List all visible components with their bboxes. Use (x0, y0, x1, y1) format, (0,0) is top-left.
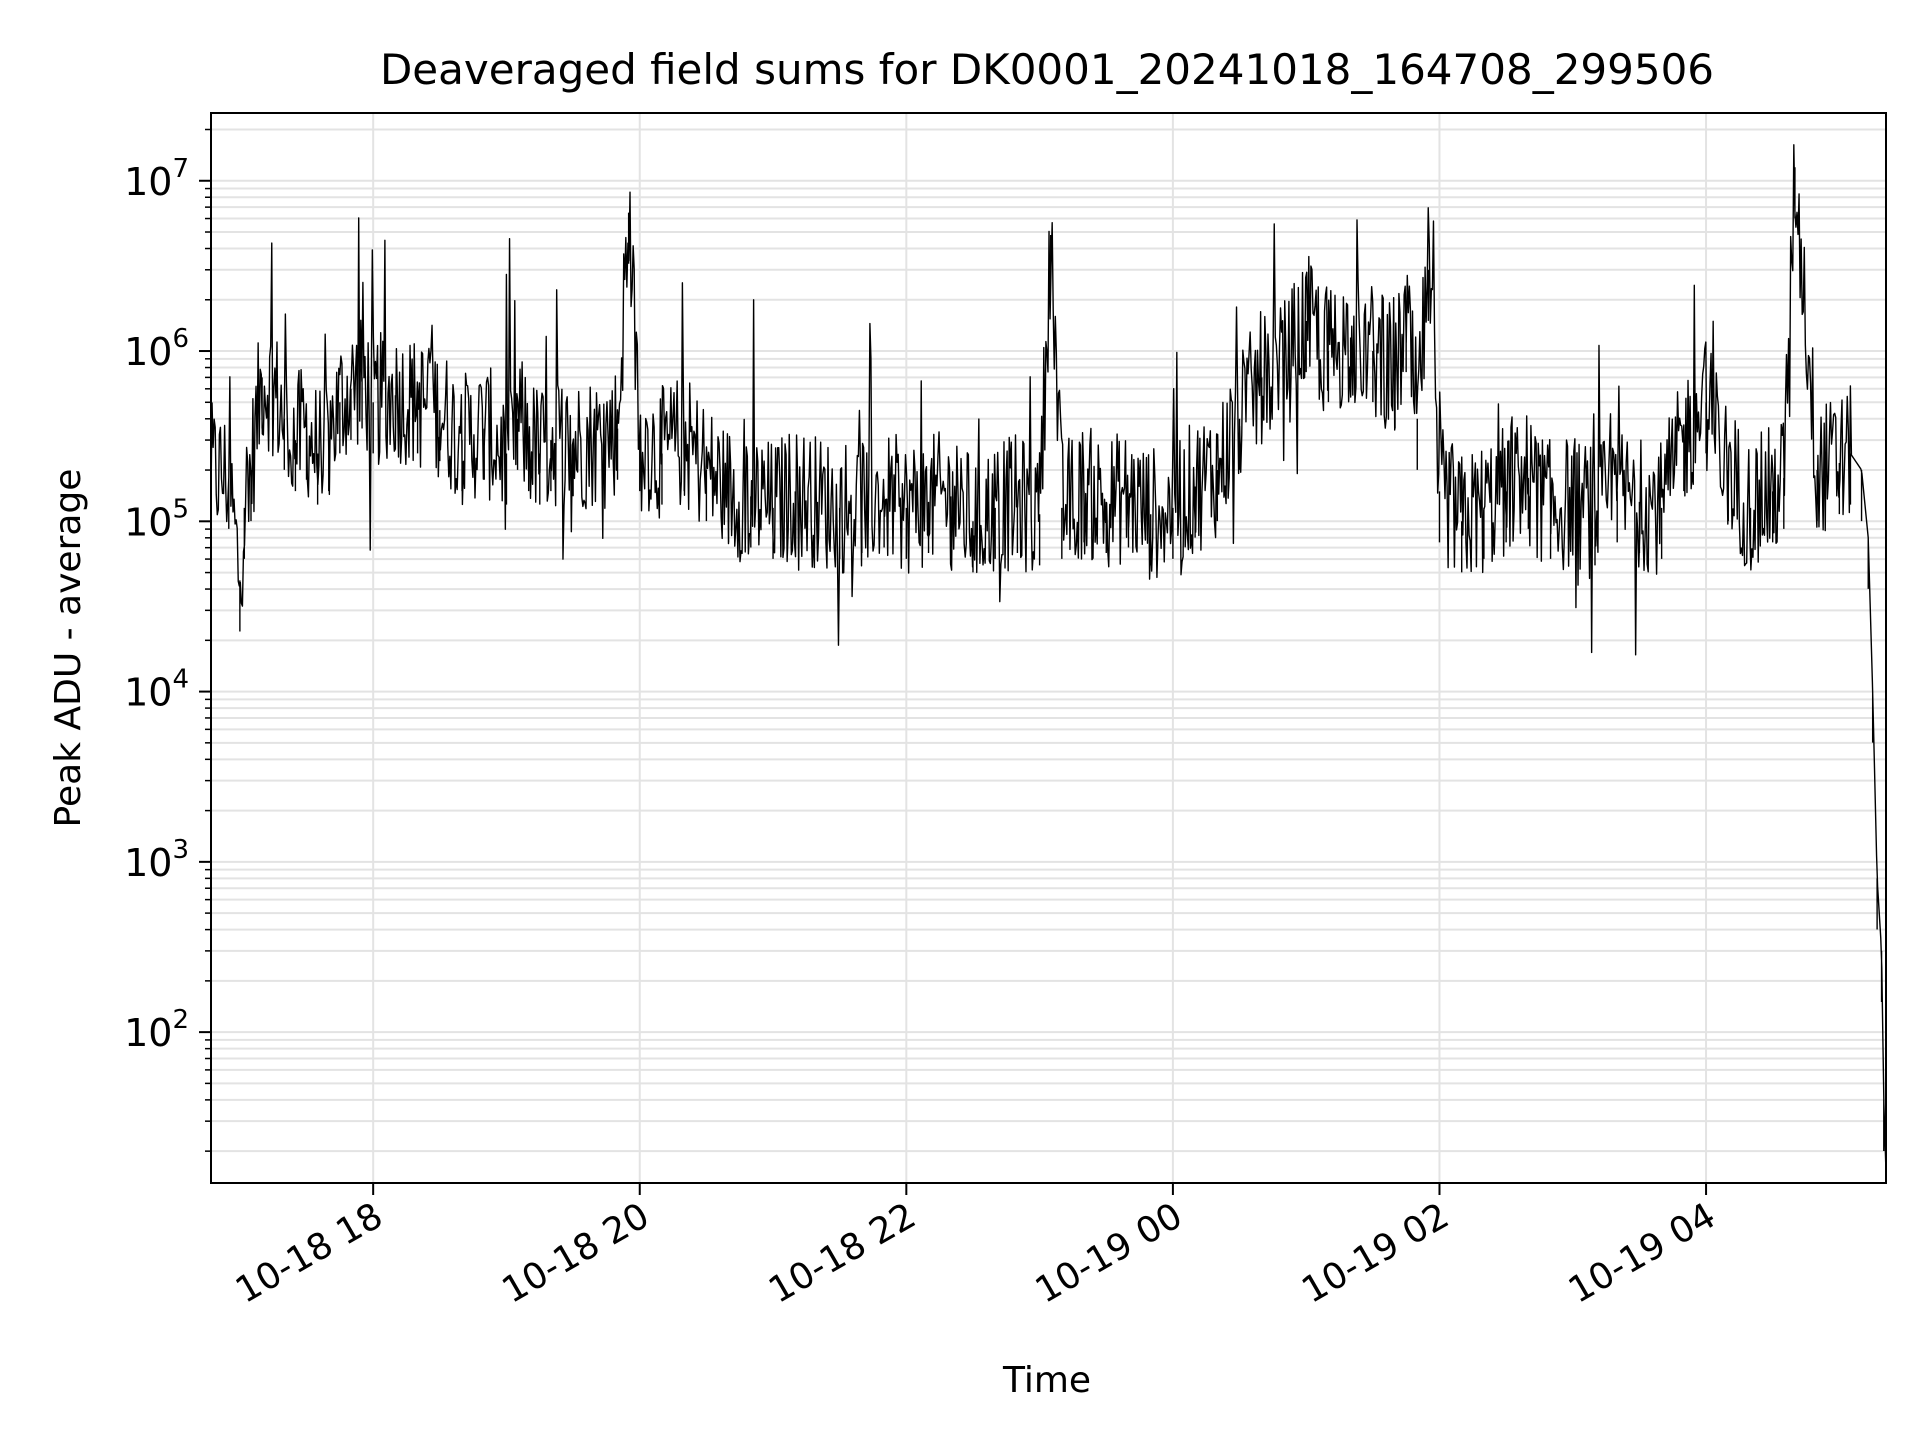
x-axis-label: Time (1002, 1360, 1091, 1401)
line-layer (211, 144, 1886, 1181)
y-tick-label: 103 (124, 835, 189, 885)
y-tick-label: 107 (124, 154, 189, 204)
y-axis: 102 103 104 105 106 107 (124, 128, 211, 1152)
y-tick-label: 106 (124, 324, 189, 374)
y-tick-label: 105 (124, 494, 189, 544)
y-tick-label: 104 (124, 665, 189, 715)
plot-frame (210, 112, 1887, 1184)
grid-layer (211, 113, 1886, 1183)
y-axis-label: Peak ADU - average (48, 469, 89, 828)
y-tick-label: 102 (124, 1005, 189, 1055)
series-line (211, 144, 1886, 1181)
chart-title: Deaveraged field sums for DK0001_2024101… (380, 45, 1714, 94)
